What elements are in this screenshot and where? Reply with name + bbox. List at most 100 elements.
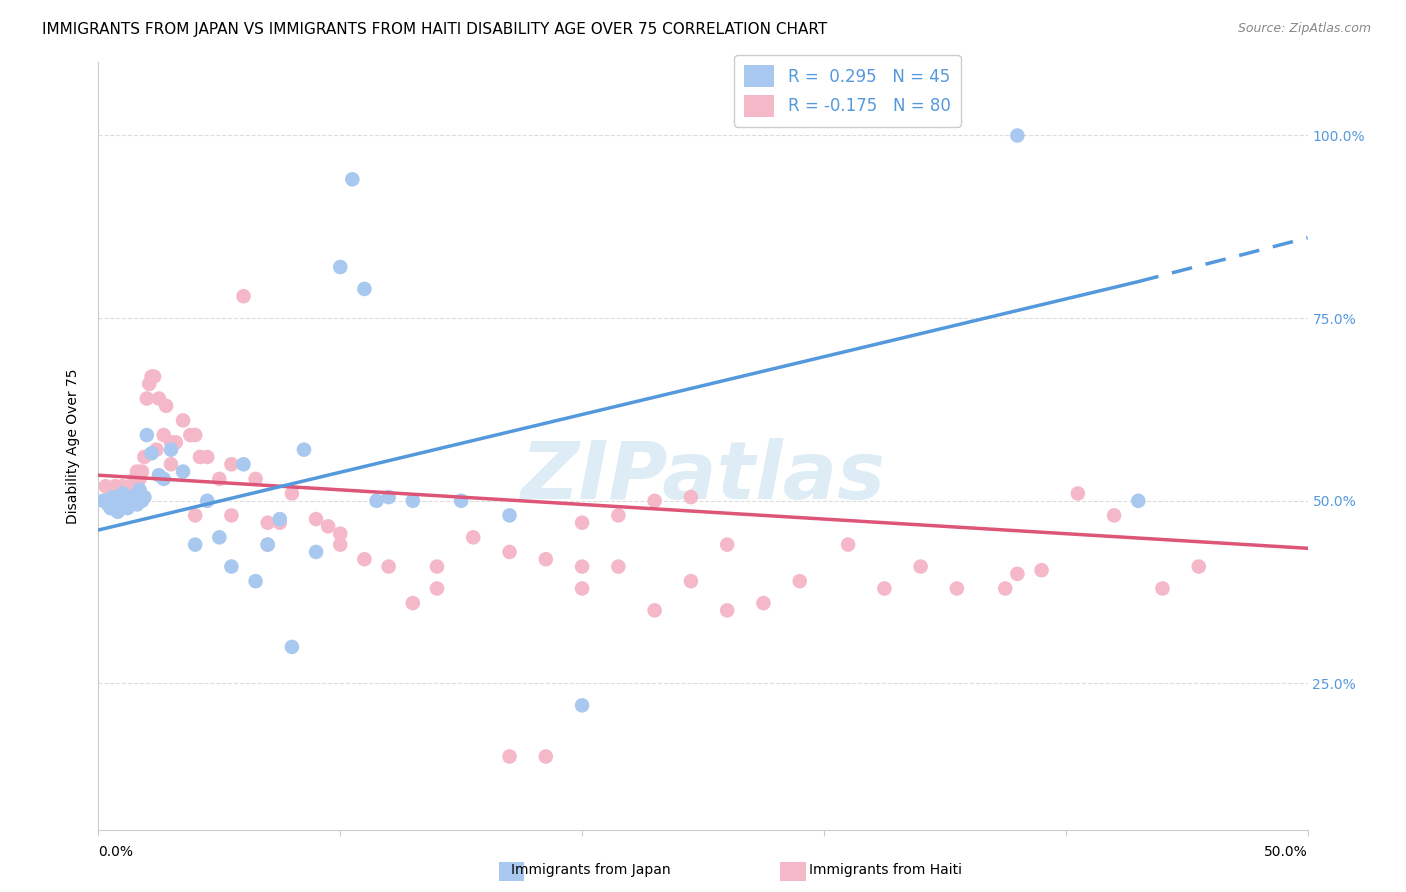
Point	[100, 486, 122, 500]
Point	[108, 493, 131, 508]
Point	[111, 479, 134, 493]
Text: IMMIGRANTS FROM JAPAN VS IMMIGRANTS FROM HAITI DISABILITY AGE OVER 75 CORRELATIO: IMMIGRANTS FROM JAPAN VS IMMIGRANTS FROM…	[42, 22, 827, 37]
Text: 0.0%: 0.0%	[98, 845, 134, 859]
Point	[179, 428, 201, 442]
Point	[128, 472, 150, 486]
Text: 50.0%: 50.0%	[1264, 845, 1308, 859]
Point	[498, 749, 520, 764]
Point	[188, 450, 211, 464]
Point	[184, 538, 207, 552]
Point	[111, 486, 134, 500]
Point	[534, 552, 557, 566]
Point	[679, 574, 702, 589]
Point	[292, 442, 315, 457]
Point	[402, 596, 425, 610]
Point	[131, 493, 153, 508]
Point	[145, 442, 167, 457]
Point	[104, 479, 127, 493]
Point	[184, 428, 207, 442]
Point	[135, 428, 157, 442]
Point	[141, 446, 163, 460]
Point	[114, 486, 136, 500]
Point	[184, 508, 207, 523]
Point	[571, 698, 593, 713]
Point	[377, 559, 399, 574]
Point	[1128, 493, 1150, 508]
Point	[141, 369, 163, 384]
Text: Source: ZipAtlas.com: Source: ZipAtlas.com	[1237, 22, 1371, 36]
Point	[256, 538, 278, 552]
Point	[152, 472, 174, 486]
Point	[571, 582, 593, 596]
Point	[498, 545, 520, 559]
Point	[195, 493, 218, 508]
Point	[107, 505, 129, 519]
Point	[131, 465, 153, 479]
Point	[716, 538, 738, 552]
Point	[269, 512, 291, 526]
Point	[329, 526, 352, 541]
Point	[127, 465, 149, 479]
Point	[1152, 582, 1174, 596]
Point	[135, 392, 157, 406]
Point	[342, 172, 364, 186]
Point	[195, 450, 218, 464]
Point	[160, 442, 183, 457]
Point	[789, 574, 811, 589]
Point	[1102, 508, 1125, 523]
Point	[107, 486, 129, 500]
Point	[305, 545, 328, 559]
Point	[117, 501, 139, 516]
Point	[127, 498, 149, 512]
Point	[121, 479, 143, 493]
Point	[946, 582, 969, 596]
Point	[91, 493, 114, 508]
Point	[221, 559, 243, 574]
Point	[752, 596, 775, 610]
Point	[245, 574, 267, 589]
Point	[160, 435, 183, 450]
Point	[607, 559, 630, 574]
Point	[873, 582, 896, 596]
Point	[121, 493, 143, 508]
Point	[256, 516, 278, 530]
Point	[1007, 128, 1029, 143]
Point	[329, 260, 352, 274]
Point	[450, 493, 472, 508]
Point	[571, 516, 593, 530]
Point	[644, 603, 666, 617]
Point	[281, 640, 304, 654]
Point	[101, 493, 124, 508]
Point	[221, 457, 243, 471]
Legend: R =  0.295   N = 45, R = -0.175   N = 80: R = 0.295 N = 45, R = -0.175 N = 80	[734, 55, 960, 127]
Point	[172, 465, 194, 479]
Point	[128, 483, 150, 497]
Point	[534, 749, 557, 764]
Point	[208, 472, 231, 486]
Point	[1007, 566, 1029, 581]
Point	[165, 435, 187, 450]
Text: Immigrants from Haiti: Immigrants from Haiti	[810, 863, 962, 877]
Point	[269, 516, 291, 530]
Point	[104, 493, 127, 508]
Point	[426, 582, 449, 596]
Point	[377, 490, 399, 504]
Point	[134, 490, 156, 504]
Point	[426, 559, 449, 574]
Point	[1067, 486, 1090, 500]
Point	[1188, 559, 1211, 574]
Point	[837, 538, 859, 552]
Point	[94, 479, 117, 493]
Point	[108, 493, 131, 508]
Point	[155, 399, 177, 413]
Point	[100, 501, 122, 516]
Point	[114, 493, 136, 508]
Point	[138, 376, 160, 391]
Point	[366, 493, 388, 508]
Text: Immigrants from Japan: Immigrants from Japan	[510, 863, 671, 877]
Text: ZIPatlas: ZIPatlas	[520, 438, 886, 516]
Point	[134, 450, 156, 464]
Point	[97, 498, 120, 512]
Point	[245, 472, 267, 486]
Point	[232, 457, 254, 471]
